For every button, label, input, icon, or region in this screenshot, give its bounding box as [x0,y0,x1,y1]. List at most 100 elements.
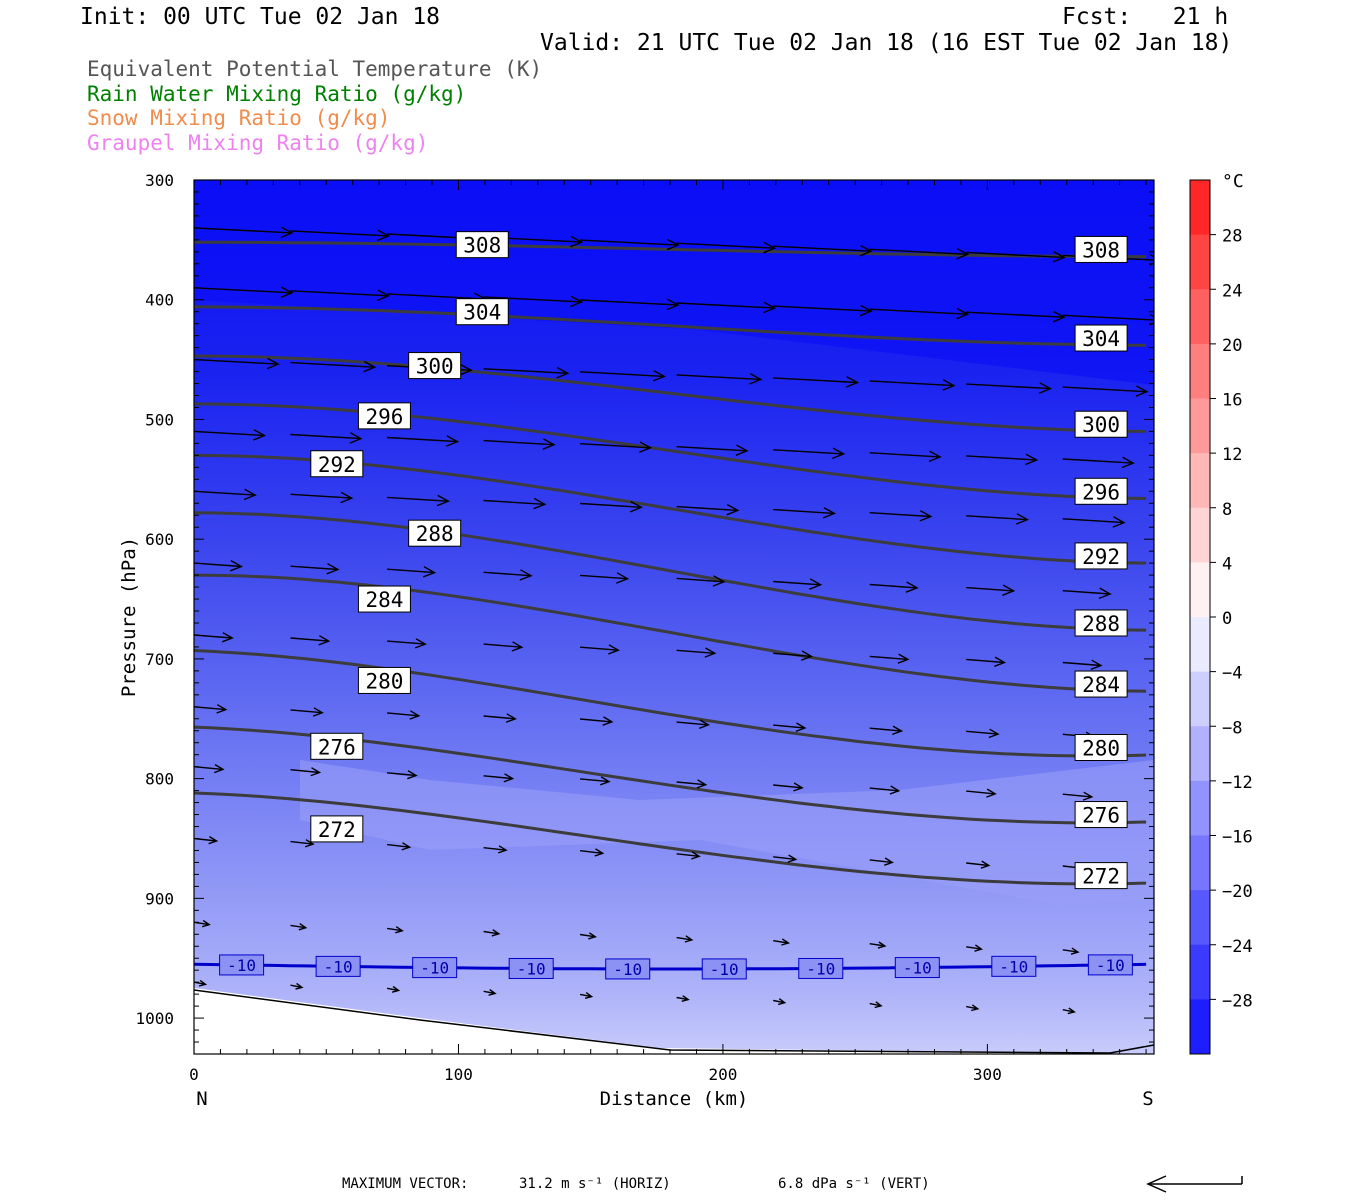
wind-arrow-icon [194,357,280,370]
wind-arrow-icon [290,635,331,646]
valid-time: Valid: 21 UTC Tue 02 Jan 18 (16 EST Tue … [540,30,1233,56]
wind-arrow-icon [676,995,690,1002]
wind-arrow-icon [773,304,873,317]
wind-arrow-icon [194,704,228,714]
wind-arrow-icon [869,581,919,593]
colorbar-tick-label: 0 [1222,609,1232,629]
colorbar-tick-label: −12 [1222,773,1253,793]
init-time: Init: 00 UTC Tue 02 Jan 18 [80,4,441,30]
colorbar-segment [1190,343,1210,399]
wind-arrow-icon [676,503,740,516]
wind-arrow-icon [580,776,611,786]
contour-label-box [1074,609,1128,637]
wind-arrow-icon [290,229,391,242]
isotherm-label-box [219,954,265,976]
wind-arrow-icon [676,575,726,587]
wind-arrow-icon [483,295,584,308]
isotherm-label-box [798,957,844,979]
contour-label-box [455,298,509,326]
contour-label: 288 [1082,612,1120,636]
isotherm-minus-10: -10 -10 -10 -10 -10 -10 -10 -10 -10 -10 [193,954,1147,980]
wind-arrow-icon [773,244,873,257]
wind-arrow-icon [194,286,294,298]
colorbar-tick-label: 12 [1222,445,1242,465]
wind-arrow-icon [869,510,933,522]
isotherm-label: -10 [903,959,932,978]
wind-arrow-icon [1062,659,1103,670]
theta-e-contour [194,240,1147,259]
contour-label-box [1074,734,1128,762]
colorbar-segment [1190,835,1210,891]
colorbar-segment [1190,562,1210,618]
wind-arrow-icon [676,935,694,943]
colorbar-segment [1190,507,1210,563]
wind-arrow-icon [869,379,956,391]
colorbar-segment [1190,780,1210,836]
contour-label-box [1074,862,1128,890]
wind-arrow-icon [580,716,614,726]
isotherm-label: -10 [420,959,449,978]
isotherm-label: -10 [227,956,256,975]
wind-arrow-icon [966,382,1053,394]
wind-arrow-icon [579,992,594,999]
y-tick-label: 900 [145,889,174,908]
wind-arrow-icon [194,429,267,441]
contour-label: 292 [318,453,356,477]
colorbar-segment [1190,453,1210,509]
colorbar-segment [1190,289,1210,345]
south-label: S [1142,1088,1153,1110]
contour-label-box [1074,324,1128,352]
north-label: N [196,1088,207,1110]
contour-label-box [1074,410,1128,438]
wind-arrow-icon [869,307,970,320]
colorbar-tick-label: −8 [1222,718,1242,738]
contour-label-box [1074,235,1128,263]
wind-arrow-icon [1062,385,1149,397]
colorbar-tick-label: 20 [1222,336,1242,356]
theta-e-labels: 308 308 304 304 300 300 296 296 292 292 288 288 284 2… [310,231,1128,890]
contour-label: 276 [1082,804,1120,828]
contour-label-box [310,732,364,760]
wind-arrow-icon [966,788,997,798]
wind-arrow-icon [580,572,630,584]
colorbar-segment [1190,671,1210,727]
theta-e-contour [194,573,1147,693]
contour-label: 284 [1082,673,1120,697]
isotherm-label: -10 [613,960,642,979]
isotherm-label-box [894,957,940,979]
wind-arrow-icon [676,301,777,314]
wind-arrow-icon [290,707,324,717]
colorbar-segment [1190,944,1210,1000]
colorbar-tick-label: −24 [1222,937,1253,957]
wind-arrow-icon [483,929,501,937]
wind-arrow-icon [290,432,363,444]
colorbar-tick-label: 16 [1222,391,1242,411]
wind-arrow-icon [387,435,460,447]
wind-arrow-icon [966,584,1016,596]
wind-arrow-icon [290,767,322,777]
contour-label: 304 [1082,327,1120,351]
wind-arrow-icon [386,985,401,993]
x-tick-label: 300 [973,1065,1002,1084]
wind-arrow-icon [1062,947,1080,955]
wind-arrow-icon [1062,1007,1076,1015]
colorbar-tick-label: 8 [1222,500,1232,520]
wind-arrow-icon [290,289,391,302]
wind-arrow-icon [869,450,942,463]
max-vector-horiz: 31.2 m s⁻¹ (HORIZ) [519,1176,671,1192]
wind-arrow-icon [483,497,547,510]
isotherm-label-box [701,958,747,980]
wind-arrow-icon [580,238,680,251]
isotherm-label: -10 [517,959,546,978]
wind-arrow-icon [579,932,597,940]
contour-label: 300 [1082,413,1120,437]
isotherm-label-box [412,957,458,979]
wind-arrow-icon [483,773,515,783]
legend-rain: Rain Water Mixing Ratio (g/kg) [87,82,467,106]
x-axis-title: Distance (km) [600,1088,749,1110]
wind-arrow-icon [676,373,763,385]
contour-label: 308 [1082,238,1120,262]
terrain [194,988,1154,1054]
wind-arrow-icon [676,779,708,789]
